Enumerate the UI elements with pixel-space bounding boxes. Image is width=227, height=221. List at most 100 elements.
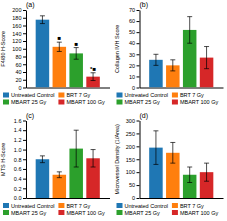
legend-label: BRT 7 Gy	[66, 92, 90, 98]
y-tick-mark	[137, 146, 140, 147]
y-tick: 1.6	[14, 118, 26, 124]
bar	[53, 47, 67, 88]
y-tick: 1.0	[14, 147, 26, 153]
y-tick: 60	[15, 62, 26, 68]
y-tick: 200	[126, 144, 140, 150]
legend-label: MBART 100 Gy	[66, 99, 105, 105]
x-axis-line	[140, 88, 224, 89]
y-tick: 0	[18, 85, 26, 91]
y-tick-mark	[23, 33, 26, 34]
y-axis-line	[26, 121, 27, 199]
y-tick-mark	[137, 32, 140, 33]
y-tick-label: 0.4	[14, 176, 22, 182]
y-tick: 180	[12, 15, 26, 21]
legend-item: BRT 7 Gy	[172, 92, 204, 98]
y-tick-label: 300	[126, 118, 135, 124]
marks	[36, 16, 100, 88]
legend-item: Untreated Control	[3, 203, 54, 209]
legend-label: BRT 7 Gy	[66, 203, 90, 209]
y-axis-line	[26, 11, 27, 89]
legend-item: BRT 7 Gy	[58, 203, 90, 209]
y-tick-label: 0.2	[14, 186, 22, 192]
y-tick-mark	[23, 57, 26, 58]
y-tick-mark	[137, 54, 140, 55]
annotation: ■	[74, 41, 78, 47]
legend-swatch	[58, 93, 64, 98]
legend-label: MBART 25 Gy	[11, 99, 47, 105]
y-tick: 100	[126, 169, 140, 175]
y-tick: 20	[129, 63, 140, 69]
legend-item: MBART 25 Gy	[117, 99, 161, 105]
legend-item: Untreated Control	[3, 92, 54, 98]
y-tick: 300	[126, 118, 140, 124]
y-tick-mark	[137, 198, 140, 199]
error-bar	[187, 167, 192, 183]
legend-swatch	[3, 93, 9, 98]
x-axis-line	[27, 88, 111, 89]
y-tick-label: 160	[12, 23, 21, 29]
y-tick-mark	[137, 65, 140, 66]
legend-label: BRT 7 Gy	[180, 203, 204, 209]
y-axis-title: F4/80 H-Score	[0, 31, 6, 67]
plot-area: 050100150200250300(d)Microvessel Density…	[114, 112, 224, 202]
y-tick-mark	[23, 179, 26, 180]
marks	[36, 130, 100, 198]
legend-label: MBART 25 Gy	[125, 210, 161, 216]
y-tick-label: 100	[12, 46, 21, 52]
y-tick-label: 180	[12, 15, 21, 21]
legend-swatch	[172, 203, 178, 208]
y-tick-mark	[23, 159, 26, 160]
legend: Untreated ControlBRT 7 GyMBART 25 GyMBAR…	[3, 203, 105, 216]
y-tick-label: 30	[129, 52, 135, 58]
y-tick-label: 140	[12, 31, 21, 37]
y-tick-mark	[23, 169, 26, 170]
y-tick-label: 0.6	[14, 166, 22, 172]
y-tick-label: 50	[129, 182, 135, 188]
y-tick-mark	[137, 21, 140, 22]
x-axis-line	[140, 198, 224, 199]
bar	[36, 159, 50, 198]
legend-item: MBART 100 Gy	[58, 99, 105, 105]
y-tick-mark	[23, 64, 26, 65]
legend-label: MBART 25 Gy	[125, 99, 161, 105]
y-tick-label: 200	[12, 7, 21, 13]
y-axis-line	[140, 121, 141, 199]
y-tick: 160	[12, 23, 26, 29]
y-tick-mark	[23, 121, 26, 122]
y-tick-mark	[23, 49, 26, 50]
y-tick: 70	[129, 7, 140, 13]
y-tick: 0.2	[14, 186, 26, 192]
y-tick: 150	[126, 157, 140, 163]
y-axis: 050100150200250300	[126, 118, 140, 202]
y-tick-label: 1.4	[14, 127, 22, 133]
y-tick-label: 250	[126, 131, 135, 137]
plot-area: 0.00.20.40.60.81.01.21.41.6(c)MTS H-Scor…	[0, 112, 110, 202]
legend-item: BRT 7 Gy	[172, 203, 204, 209]
legend: Untreated ControlBRT 7 GyMBART 25 GyMBAR…	[117, 203, 219, 216]
y-tick-mark	[23, 72, 26, 73]
y-tick-mark	[23, 80, 26, 81]
y-tick: 20	[15, 77, 26, 83]
y-tick-mark	[137, 76, 140, 77]
y-tick: 0.4	[14, 176, 26, 182]
error-bar	[153, 54, 158, 65]
y-tick: 250	[126, 131, 140, 137]
legend-item: MBART 25 Gy	[3, 99, 47, 105]
y-tick: 30	[129, 52, 140, 58]
y-tick: 0.6	[14, 166, 26, 172]
legend-swatch	[117, 100, 123, 105]
legend-item: MBART 100 Gy	[172, 99, 219, 105]
bar	[36, 20, 50, 88]
y-tick-label: 0.8	[14, 157, 22, 163]
y-tick-label: 60	[15, 62, 21, 68]
title: (c)	[26, 112, 34, 120]
y-tick: 80	[15, 54, 26, 60]
y-axis-title: Collagen IVH Score	[114, 25, 120, 73]
y-tick-label: 20	[15, 77, 21, 83]
y-tick-mark	[137, 133, 140, 134]
y-tick-label: 120	[12, 38, 21, 44]
y-tick: 0.8	[14, 157, 26, 163]
error-bar	[57, 42, 62, 51]
marks	[149, 17, 213, 88]
error-bar	[74, 130, 79, 167]
